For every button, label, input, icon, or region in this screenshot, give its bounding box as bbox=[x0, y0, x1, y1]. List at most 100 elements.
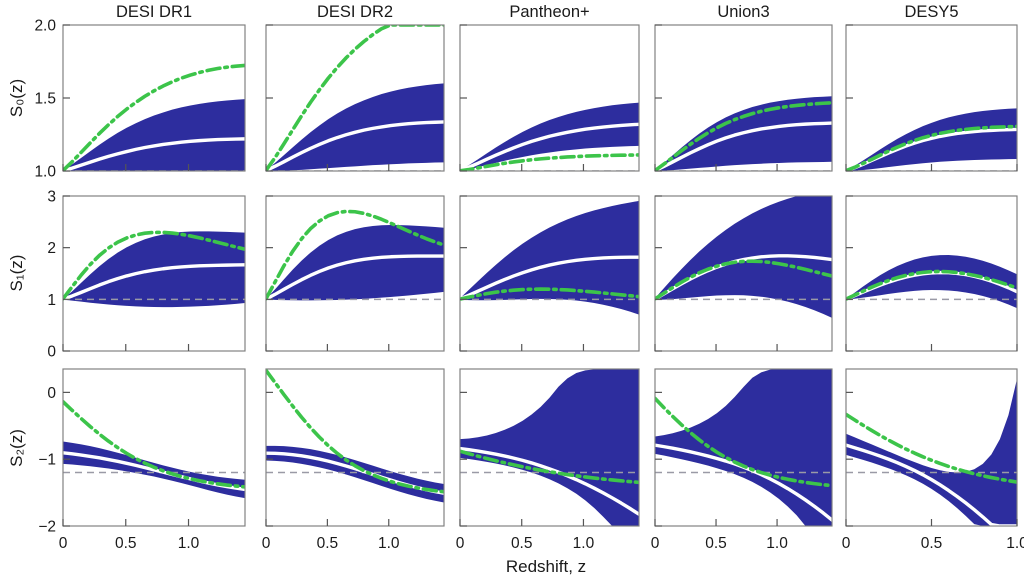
panel-r2-c4: 0 0.5 1.0 bbox=[842, 368, 1024, 552]
panel-border-r2-c2 bbox=[459, 368, 640, 527]
y-tick-label-r0-1: 1.5 bbox=[34, 91, 56, 108]
model-line-r2-c2 bbox=[460, 449, 639, 485]
x-tick-label-c0-0: 0 bbox=[59, 535, 68, 552]
median-line-r2-c0 bbox=[63, 451, 245, 492]
x-tick-label-c2-0: 0 bbox=[456, 535, 465, 552]
credible-band-r1-c1 bbox=[266, 225, 444, 301]
x-axis-title: Redshift, z bbox=[506, 557, 586, 576]
panel-content-r2-c0 bbox=[63, 399, 245, 499]
panel-content-r0-c4 bbox=[846, 108, 1017, 171]
panel-r1-c1 bbox=[265, 195, 445, 352]
panel-r2-c0: −2 −1 0 0 0.5 1.0 bbox=[38, 368, 246, 552]
model-line-r0-c1 bbox=[266, 25, 444, 171]
model-line-r2-c1 bbox=[266, 369, 444, 494]
model-line-r2-c4 bbox=[846, 412, 1017, 484]
x-tick-label-c2-1: 0.5 bbox=[511, 535, 533, 552]
model-line-r1-c0 bbox=[63, 230, 245, 301]
panel-r0-c0: 1.0 1.5 2.0 bbox=[34, 18, 246, 181]
panel-content-r0-c1 bbox=[266, 25, 444, 171]
x-tick-label-c3-2: 1.0 bbox=[766, 535, 788, 552]
y-tick-label-r1-0: 0 bbox=[47, 344, 56, 361]
credible-band-r0-c0 bbox=[63, 99, 245, 171]
x-tick-label-c1-1: 0.5 bbox=[317, 535, 339, 552]
panel-r2-c2: 0 0.5 1.0 bbox=[456, 368, 640, 552]
panel-r2-c1: 0 0.5 1.0 bbox=[262, 368, 445, 552]
model-line-r1-c1 bbox=[266, 209, 444, 301]
panel-border-r1-c3 bbox=[654, 195, 833, 352]
model-line-r2-c3 bbox=[655, 396, 832, 488]
credible-band-r1-c4 bbox=[846, 255, 1017, 309]
median-line-r0-c2 bbox=[460, 122, 639, 171]
median-line-r1-c0 bbox=[63, 263, 245, 301]
panel-content-r1-c4 bbox=[846, 255, 1017, 309]
median-line-r2-c4 bbox=[846, 443, 1017, 526]
panel-content-r0-c3 bbox=[655, 96, 832, 171]
median-line-r0-c1 bbox=[266, 120, 444, 171]
panel-r0-c4 bbox=[845, 24, 1018, 172]
column-title-1: DESI DR2 bbox=[317, 3, 393, 21]
median-line-r2-c1 bbox=[266, 451, 444, 495]
column-title-2: Pantheon+ bbox=[509, 3, 589, 21]
y-tick-label-r1-2: 2 bbox=[47, 240, 56, 257]
y-axis-label-row-1: S₁(z) bbox=[7, 255, 26, 292]
x-tick-label-c1-2: 1.0 bbox=[378, 535, 400, 552]
median-line-r2-c2 bbox=[460, 446, 639, 516]
panel-content-r2-c4 bbox=[846, 379, 1017, 526]
panel-border-r1-c1 bbox=[265, 195, 445, 352]
panel-content-r1-c0 bbox=[63, 230, 245, 308]
panel-r0-c3 bbox=[654, 24, 833, 172]
x-tick-label-c4-1: 0.5 bbox=[921, 535, 943, 552]
panel-content-r2-c2 bbox=[460, 369, 639, 526]
x-tick-label-c0-2: 1.0 bbox=[178, 535, 200, 552]
credible-band-r2-c1 bbox=[266, 445, 444, 503]
model-line-r0-c3 bbox=[655, 101, 832, 171]
panel-border-r2-c0 bbox=[62, 368, 246, 527]
model-line-r1-c4 bbox=[846, 269, 1017, 301]
y-tick-label-r0-2: 2.0 bbox=[34, 18, 56, 35]
panel-content-r1-c2 bbox=[460, 200, 639, 315]
panel-content-r0-c0 bbox=[63, 63, 245, 171]
y-tick-label-r0-0: 1.0 bbox=[34, 164, 56, 181]
column-title-3: Union3 bbox=[717, 3, 769, 21]
column-title-4: DESY5 bbox=[904, 3, 958, 21]
panel-content-r2-c1 bbox=[266, 369, 444, 503]
column-title-0: DESI DR1 bbox=[116, 3, 192, 21]
panel-content-r1-c3 bbox=[655, 196, 832, 318]
credible-band-r1-c3 bbox=[655, 196, 832, 318]
panel-r0-c1 bbox=[265, 24, 445, 172]
panel-border-r2-c1 bbox=[265, 368, 445, 527]
median-line-r0-c3 bbox=[655, 121, 832, 171]
panel-content-r2-c3 bbox=[655, 369, 832, 526]
y-axis-label-row-0: S₀(z) bbox=[7, 79, 26, 117]
x-tick-label-c0-1: 0.5 bbox=[115, 535, 137, 552]
panel-r0-c2 bbox=[459, 24, 640, 172]
x-tick-label-c3-0: 0 bbox=[651, 535, 660, 552]
panel-r1-c0: 0 1 2 3 bbox=[47, 189, 246, 361]
y-tick-label-r1-1: 1 bbox=[47, 292, 56, 309]
credible-band-r2-c4 bbox=[846, 379, 1017, 526]
x-tick-label-c2-2: 1.0 bbox=[573, 535, 595, 552]
median-line-r1-c2 bbox=[460, 255, 639, 301]
y-axis-label-row-2: S₂(z) bbox=[7, 429, 26, 467]
panel-r2-c3: 0 0.5 1.0 bbox=[651, 368, 833, 552]
credible-band-r1-c2 bbox=[460, 200, 639, 315]
panel-content-r1-c1 bbox=[266, 209, 444, 301]
panel-content-r0-c2 bbox=[460, 102, 639, 171]
model-line-r0-c2 bbox=[460, 153, 639, 171]
panel-r1-c3 bbox=[654, 195, 833, 352]
x-tick-label-c4-0: 0 bbox=[842, 535, 851, 552]
x-tick-label-c3-1: 0.5 bbox=[705, 535, 727, 552]
panel-border-r1-c2 bbox=[459, 195, 640, 352]
y-tick-label-r2-2: 0 bbox=[47, 385, 56, 402]
y-tick-label-r2-0: −2 bbox=[38, 519, 56, 536]
y-tick-label-r1-3: 3 bbox=[47, 189, 56, 206]
model-line-r1-c3 bbox=[655, 259, 832, 301]
x-tick-label-c4-2: 1.0 bbox=[1006, 535, 1024, 552]
panel-border-r1-c0 bbox=[62, 195, 246, 352]
model-line-r0-c0 bbox=[63, 63, 245, 171]
model-line-r1-c2 bbox=[460, 287, 639, 301]
panel-r1-c2 bbox=[459, 195, 640, 352]
panel-border-r2-c3 bbox=[654, 368, 833, 527]
